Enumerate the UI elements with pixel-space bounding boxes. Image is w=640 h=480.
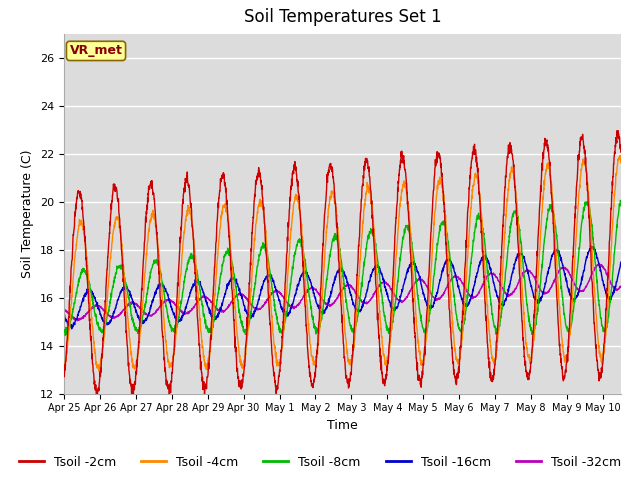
Text: VR_met: VR_met <box>70 44 122 58</box>
Legend: Tsoil -2cm, Tsoil -4cm, Tsoil -8cm, Tsoil -16cm, Tsoil -32cm: Tsoil -2cm, Tsoil -4cm, Tsoil -8cm, Tsoi… <box>14 451 626 474</box>
Title: Soil Temperatures Set 1: Soil Temperatures Set 1 <box>244 9 441 26</box>
Y-axis label: Soil Temperature (C): Soil Temperature (C) <box>22 149 35 278</box>
X-axis label: Time: Time <box>327 419 358 432</box>
